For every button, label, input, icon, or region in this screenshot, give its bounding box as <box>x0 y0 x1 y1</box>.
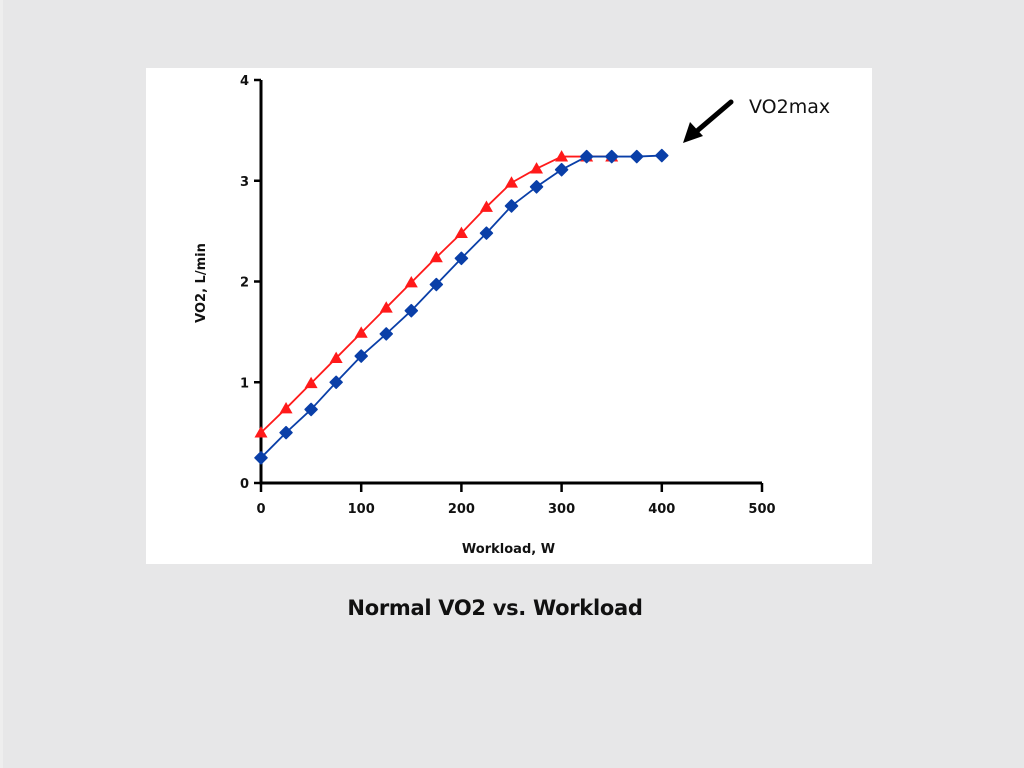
triangle-marker <box>379 301 393 313</box>
triangle-marker <box>279 401 293 414</box>
triangle-marker <box>354 326 368 338</box>
x-tick-label: 0 <box>256 502 265 517</box>
triangle-marker <box>329 351 343 363</box>
slide-edge <box>0 0 3 768</box>
diamond-marker <box>254 451 268 465</box>
triangle-marker <box>505 176 518 188</box>
x-tick-label: 200 <box>448 502 475 517</box>
diamond-marker <box>429 277 444 292</box>
vo2max-annotation-label: VO2max <box>749 96 831 118</box>
slide-caption: Normal VO2 vs. Workload <box>347 596 643 620</box>
diamond-marker <box>329 375 343 389</box>
y-tick-label: 2 <box>240 276 249 291</box>
diamond-marker <box>304 402 318 417</box>
triangle-marker <box>254 426 268 438</box>
diamond-marker <box>504 199 519 213</box>
x-tick-label: 400 <box>648 502 675 517</box>
triangle-marker <box>304 376 318 389</box>
diamond-marker <box>404 303 419 318</box>
diamond-marker <box>454 251 469 266</box>
diamond-marker <box>279 425 293 440</box>
diamond-marker <box>479 226 494 240</box>
diamond-marker <box>630 149 644 164</box>
series-line-blue <box>260 154 662 459</box>
y-tick-label: 1 <box>240 376 249 391</box>
triangle-marker <box>454 226 468 239</box>
diamond-marker <box>554 162 569 177</box>
triangle-marker <box>555 150 569 162</box>
x-tick-label: 300 <box>548 502 575 517</box>
triangle-marker <box>530 162 544 174</box>
y-axis-label: VO2, L/min <box>194 243 209 323</box>
triangle-marker <box>479 200 493 212</box>
x-axis-label: Workload, W <box>462 542 555 557</box>
diamond-marker <box>579 149 594 164</box>
x-tick-label: 500 <box>748 502 775 517</box>
triangle-marker <box>404 276 418 288</box>
y-tick-label: 4 <box>240 74 249 89</box>
diamond-marker <box>379 327 393 341</box>
x-tick-label: 100 <box>348 502 375 517</box>
arrow-shaft <box>694 99 734 134</box>
diamond-marker <box>655 148 669 163</box>
y-tick-label: 0 <box>240 477 249 492</box>
series-line-red <box>260 155 612 434</box>
diamond-marker <box>604 149 619 164</box>
chart-panel <box>146 68 872 564</box>
y-tick-label: 3 <box>240 175 249 190</box>
triangle-marker <box>429 250 443 263</box>
diamond-marker <box>354 349 368 363</box>
arrow-head-icon <box>683 122 703 143</box>
diamond-marker <box>529 180 544 194</box>
